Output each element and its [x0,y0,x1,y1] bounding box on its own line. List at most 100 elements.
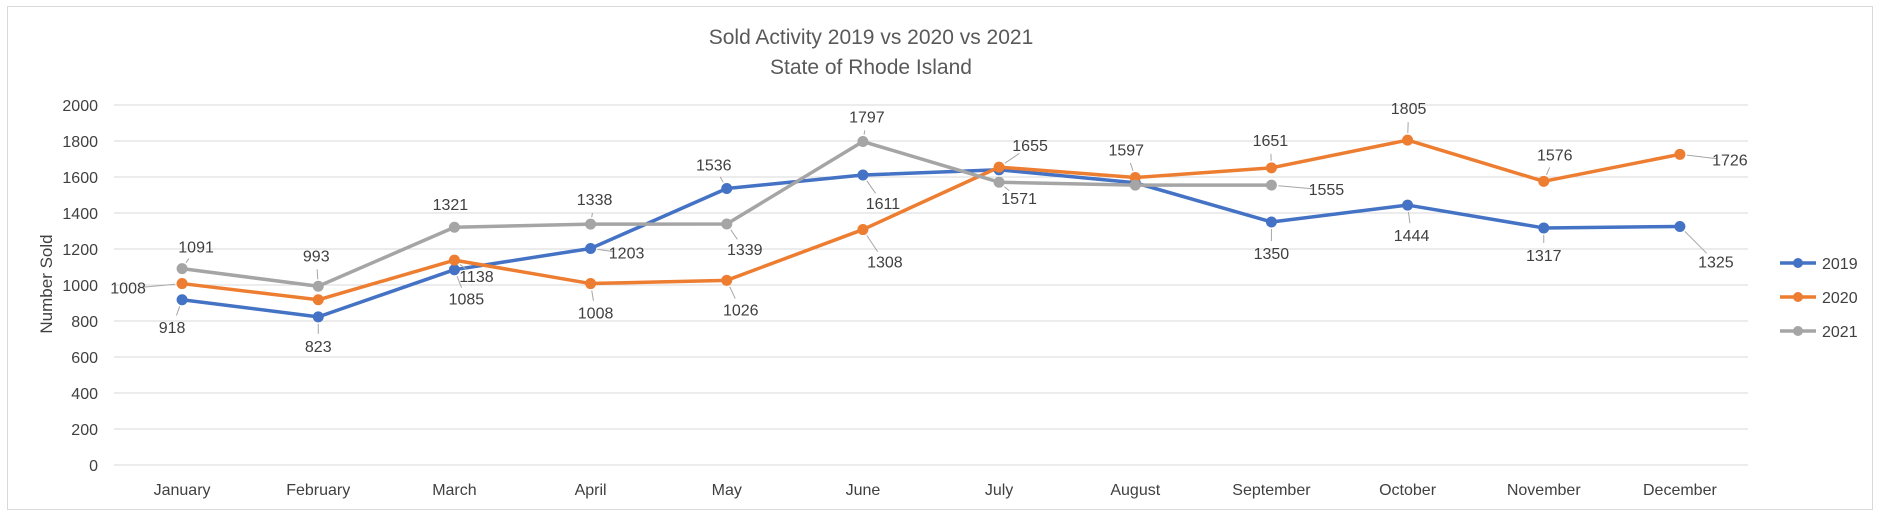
x-tick-label: March [432,482,476,499]
gridlines [114,104,1748,466]
x-tick-label: April [575,482,607,499]
data-point-2021 [448,221,460,233]
y-tick-label: 1400 [62,206,98,223]
line-chart: Sold Activity 2019 vs 2020 vs 2021 State… [37,26,1858,499]
leader-line [175,306,181,316]
chart-subtitle: State of Rhode Island [770,56,972,79]
data-point-2020 [857,224,869,236]
leader-line [1278,185,1314,190]
x-tick-label: May [712,482,742,499]
leader-line [866,235,879,253]
data-label-2019: 823 [305,339,332,356]
leader-line [866,180,876,194]
leader-line [729,286,736,299]
data-point-2021 [1129,179,1141,191]
data-label-2021: 1571 [1001,191,1037,208]
y-tick-label: 800 [71,314,98,331]
x-tick-label: June [846,482,881,499]
legend-label: 2019 [1822,256,1858,273]
x-tick-label: February [286,482,350,499]
y-axis-ticks: 0 200 400 600 800 1000 1200 1400 1600 1800 2000 [62,98,98,475]
data-labels: 918 823 1085 1203 1536 1611 1350 1444 1317 1325 10… [110,101,1748,356]
data-label-2021: 1797 [849,110,885,127]
data-label-2019: 1203 [609,245,645,262]
data-point-2019 [312,311,324,323]
data-point-2020 [1265,162,1277,174]
data-label-2020: 1026 [723,302,759,319]
data-point-2021 [312,280,324,292]
data-label-2021: 993 [303,248,330,265]
data-label-2019: 1536 [696,158,732,175]
leader-line [1004,186,1010,192]
y-tick-label: 400 [71,386,98,403]
data-label-2020: 1805 [1391,101,1427,118]
leader-line [185,258,190,264]
data-label-2020: 1655 [1012,138,1048,155]
y-tick-label: 1000 [62,278,98,295]
series-lines [176,134,1686,323]
data-point-2020 [448,254,460,266]
data-label-2020: 1597 [1108,143,1144,160]
y-tick-label: 1600 [62,170,98,187]
leader-line [863,130,866,135]
data-label-2020: 1576 [1537,147,1573,164]
x-tick-label: September [1232,482,1311,499]
y-tick-label: 1200 [62,242,98,259]
data-point-2021 [721,218,733,230]
data-point-2019 [176,294,188,306]
data-label-2019: 918 [159,320,186,337]
data-label-2020: 1008 [110,281,146,298]
data-label-2021: 1091 [178,240,214,257]
leader-line [591,290,594,301]
data-point-2021 [176,263,188,275]
data-point-2019 [857,169,869,181]
data-point-2020 [176,278,188,290]
chart-title: Sold Activity 2019 vs 2020 vs 2021 [709,26,1034,49]
data-label-2021: 1555 [1309,182,1345,199]
legend-label: 2021 [1822,324,1858,341]
data-label-2020: 1008 [578,306,614,323]
leader-line [456,276,463,288]
y-tick-label: 200 [71,422,98,439]
data-label-2019: 1325 [1698,255,1734,272]
data-label-2020: 1651 [1253,133,1289,150]
x-tick-label: July [985,482,1013,499]
leader-line [591,212,593,218]
data-label-2020: 1138 [459,269,494,286]
data-point-2020 [993,161,1005,173]
y-axis-title: Number Sold [37,234,56,333]
data-point-2020 [1538,175,1550,187]
y-tick-label: 2000 [62,98,98,115]
chart-frame: Sold Activity 2019 vs 2020 vs 2021 State… [7,6,1873,510]
x-axis-ticks: January February March April May June July Augu… [154,482,1718,499]
data-label-2019: 1350 [1254,246,1290,263]
data-point-2019 [448,264,460,276]
data-point-2020 [585,278,597,290]
leader-line [730,229,738,240]
data-point-2019 [721,183,733,195]
leader-line [316,269,319,280]
x-tick-label: August [1110,482,1160,499]
legend-swatch-marker [1793,258,1803,268]
leader-line [1129,162,1134,172]
data-point-2020 [1402,134,1414,146]
data-label-2019: 1085 [449,292,485,309]
data-point-2021 [1265,179,1277,191]
legend: 2019 2020 2021 [1780,256,1858,341]
series-line-2019 [180,168,1682,319]
legend-label: 2020 [1822,290,1858,307]
data-point-2019 [1538,222,1550,234]
data-label-2020: 1308 [867,255,903,272]
leader-line [459,264,467,270]
leader-line [1546,167,1551,176]
y-tick-label: 1800 [62,134,98,151]
data-point-2021 [585,218,597,230]
data-label-2020: 1726 [1712,152,1748,169]
data-label-2021: 1339 [727,242,763,259]
leader-line [1684,231,1708,254]
leader-line [1407,211,1411,224]
data-point-2021 [993,176,1005,188]
leader-line [1686,154,1718,160]
data-label-2021: 1321 [433,197,469,214]
y-tick-label: 0 [89,458,98,475]
